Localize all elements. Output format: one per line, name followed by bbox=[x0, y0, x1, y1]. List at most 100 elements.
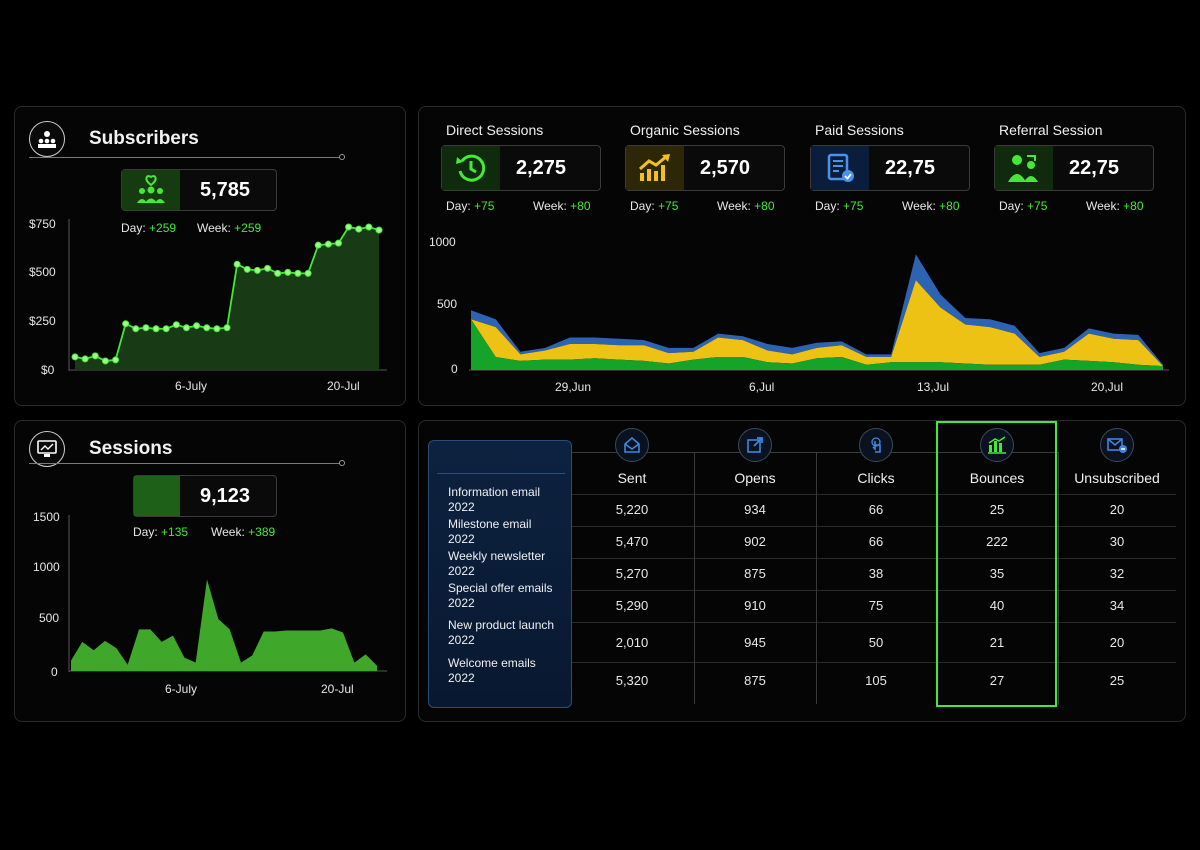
y-tick: $500 bbox=[29, 265, 56, 279]
table-cell: 66 bbox=[868, 502, 884, 517]
subscribers-area-fill bbox=[75, 227, 379, 370]
subscribers-point bbox=[223, 324, 231, 332]
table-cell: 875 bbox=[744, 673, 766, 688]
divider bbox=[572, 622, 1176, 623]
row-label: New product launch 2022 bbox=[448, 618, 555, 647]
y-tick: $250 bbox=[29, 314, 56, 328]
paid-document-icon bbox=[811, 146, 869, 190]
y-tick: 1000 bbox=[33, 560, 60, 574]
subscribers-point bbox=[375, 226, 383, 234]
traffic-panel: Direct Sessions 2,275 Day: +75 Week: +80… bbox=[418, 106, 1186, 406]
envelope-minus-icon bbox=[1100, 428, 1134, 462]
row-label: Milestone email 2022 bbox=[448, 517, 532, 546]
sessions-total-box: 9,123 bbox=[133, 475, 277, 517]
table-cell: 875 bbox=[744, 566, 766, 581]
kpi-value: 2,275 bbox=[516, 157, 567, 179]
kpi-day-change: Day: +75 bbox=[630, 199, 679, 213]
kpi-card[interactable]: 22,75 bbox=[810, 145, 970, 191]
x-tick: 20-Jul bbox=[327, 379, 360, 393]
table-cell: 27 bbox=[989, 673, 1005, 688]
row-label: Welcome emails 2022 bbox=[448, 656, 536, 685]
subscribers-point bbox=[71, 353, 79, 361]
subscribers-point bbox=[294, 269, 302, 277]
subscribers-total-value: 5,785 bbox=[200, 179, 251, 201]
subscribers-point bbox=[81, 355, 89, 363]
y-tick: 500 bbox=[437, 297, 458, 311]
table-cell: 945 bbox=[744, 635, 766, 650]
kpi-week-change: Week: +80 bbox=[1086, 199, 1144, 213]
table-cell: 5,290 bbox=[615, 598, 649, 613]
table-cell: 25 bbox=[989, 502, 1005, 517]
kpi-card[interactable]: 2,570 bbox=[625, 145, 785, 191]
column-header-opens[interactable]: Opens bbox=[734, 470, 776, 486]
column-header-unsubscribed[interactable]: Unsubscribed bbox=[1074, 470, 1160, 486]
x-tick: 20,Jul bbox=[1091, 380, 1124, 394]
y-tick: 1000 bbox=[429, 235, 456, 249]
table-cell: 910 bbox=[744, 598, 766, 613]
subscribers-point bbox=[314, 241, 322, 249]
row-label: Information email 2022 bbox=[448, 485, 541, 514]
subscribers-point bbox=[203, 324, 211, 332]
subscribers-point bbox=[304, 269, 312, 277]
open-external-icon bbox=[738, 428, 772, 462]
y-tick: 0 bbox=[451, 362, 458, 376]
subscribers-group-icon bbox=[122, 170, 180, 210]
clock-arrow-icon bbox=[442, 146, 500, 190]
subscribers-point bbox=[152, 325, 160, 333]
table-cell: 20 bbox=[1109, 502, 1125, 517]
table-cell: 35 bbox=[989, 566, 1005, 581]
subscribers-point bbox=[264, 264, 272, 272]
table-cell: 222 bbox=[986, 534, 1008, 549]
divider bbox=[694, 452, 695, 704]
y-tick: 500 bbox=[39, 611, 60, 625]
subscribers-point bbox=[243, 265, 251, 273]
traffic-series-area bbox=[471, 319, 1163, 370]
x-tick: 6,Jul bbox=[749, 380, 775, 394]
column-header-bounces[interactable]: Bounces bbox=[969, 470, 1025, 486]
kpi-day-change: Day: +75 bbox=[815, 199, 864, 213]
divider bbox=[572, 494, 1176, 495]
sessions-title: Sessions bbox=[89, 438, 173, 459]
sessions-area bbox=[71, 579, 377, 671]
y-tick: $0 bbox=[41, 363, 55, 377]
subscribers-point bbox=[233, 260, 241, 268]
table-cell: 105 bbox=[865, 673, 887, 688]
sessions-day-change: Day: +135 bbox=[133, 525, 189, 539]
subscribers-point bbox=[365, 223, 373, 231]
subscribers-point bbox=[142, 324, 150, 332]
divider bbox=[572, 662, 1176, 663]
table-cell: 2,010 bbox=[615, 635, 649, 650]
subscribers-panel: Subscribers 5,785 Day: +259 Week: +259 $… bbox=[14, 106, 406, 406]
divider bbox=[816, 452, 817, 704]
kpi-label: Direct Sessions bbox=[446, 122, 544, 138]
table-cell: 66 bbox=[868, 534, 884, 549]
kpi-week-change: Week: +80 bbox=[533, 199, 591, 213]
subscribers-day-change: Day: +259 bbox=[121, 221, 177, 235]
subscribers-point bbox=[253, 266, 261, 274]
sessions-header: Sessions bbox=[29, 431, 172, 467]
subscribers-title: Subscribers bbox=[89, 128, 199, 149]
subscribers-point bbox=[112, 356, 120, 364]
table-cell: 32 bbox=[1109, 566, 1125, 581]
kpi-card[interactable]: 22,75 bbox=[994, 145, 1154, 191]
subscribers-header: Subscribers bbox=[29, 121, 199, 157]
kpi-card[interactable]: 2,275 bbox=[441, 145, 601, 191]
kpi-week-change: Week: +80 bbox=[902, 199, 960, 213]
table-cell: 40 bbox=[989, 598, 1005, 613]
click-hand-icon bbox=[859, 428, 893, 462]
column-header-sent[interactable]: Sent bbox=[617, 470, 647, 486]
subscribers-point bbox=[345, 223, 353, 231]
subscribers-point bbox=[324, 240, 332, 248]
email-row-labels bbox=[428, 440, 572, 708]
subscribers-point bbox=[274, 269, 282, 277]
divider bbox=[29, 157, 341, 158]
subscribers-point bbox=[132, 325, 140, 333]
divider bbox=[29, 463, 341, 464]
table-cell: 934 bbox=[744, 502, 766, 517]
column-header-clicks[interactable]: Clicks bbox=[857, 470, 895, 486]
table-cell: 5,220 bbox=[615, 502, 649, 517]
kpi-value: 22,75 bbox=[885, 157, 936, 179]
y-tick: 1500 bbox=[33, 510, 60, 524]
table-cell: 20 bbox=[1109, 635, 1125, 650]
subscribers-point bbox=[101, 357, 109, 365]
